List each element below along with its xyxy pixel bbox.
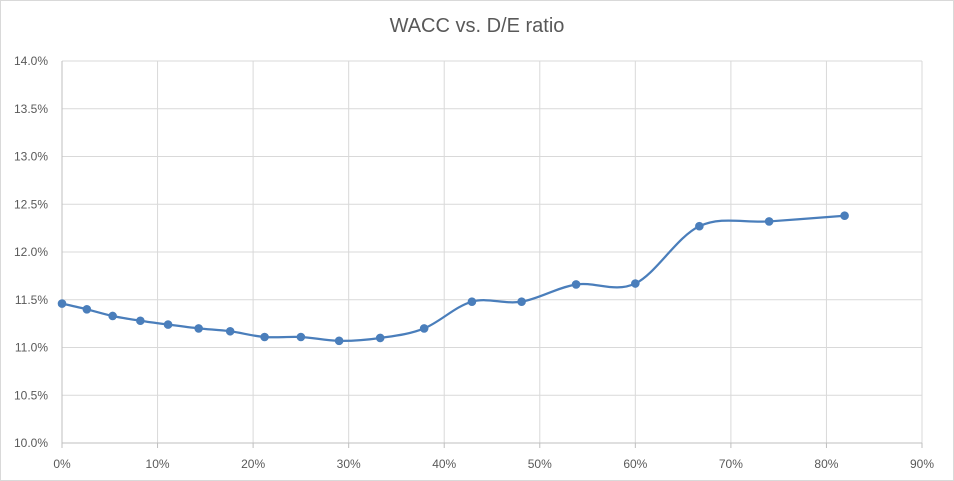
data-point: [163, 320, 173, 329]
x-tick-label: 90%: [910, 457, 934, 471]
x-tick-label: 80%: [814, 457, 838, 471]
data-point: [695, 221, 704, 231]
data-point: [631, 279, 640, 288]
tick-labels: 10.0% 10.5% 11.0% 11.5% 12.0% 12.5% 13.0% 13.5%…: [14, 54, 934, 471]
grid-lines: [62, 60, 923, 443]
data-point: [296, 332, 306, 342]
data-point: [764, 217, 774, 226]
x-tick-label: 0%: [53, 457, 71, 471]
data-point: [260, 332, 269, 342]
x-tick-label: 70%: [719, 457, 743, 471]
y-tick-label: 11.5%: [15, 293, 48, 307]
data-point: [571, 280, 581, 289]
x-tick-label: 60%: [623, 457, 647, 471]
chart-title: WACC vs. D/E ratio: [389, 15, 565, 37]
y-tick-label: 10.0%: [14, 436, 48, 450]
x-tick-label: 10%: [146, 457, 170, 471]
x-tick-label: 30%: [337, 457, 361, 471]
data-point: [375, 333, 385, 343]
data-point: [840, 211, 849, 221]
y-tick-label: 13.5%: [14, 102, 48, 116]
data-points: [57, 211, 849, 346]
y-tick-label: 10.5%: [14, 388, 48, 402]
x-tick-label: 40%: [432, 457, 456, 471]
data-point: [334, 336, 344, 346]
x-tick-label: 50%: [528, 457, 552, 471]
series-line: [61, 214, 845, 342]
data-point: [82, 305, 92, 314]
y-tick-label: 14.0%: [14, 54, 48, 68]
data-point: [108, 311, 117, 321]
data-point: [467, 297, 477, 306]
data-point: [57, 299, 67, 308]
y-tick-label: 11.0%: [15, 341, 48, 355]
data-point: [136, 316, 145, 326]
data-point: [517, 297, 526, 306]
y-tick-label: 13.0%: [14, 150, 48, 164]
x-tick-label: 20%: [241, 457, 265, 471]
y-tick-label: 12.0%: [14, 245, 48, 259]
axes: [61, 61, 923, 448]
data-point: [225, 326, 235, 336]
y-tick-label: 12.5%: [14, 197, 48, 211]
series-lines: [61, 214, 845, 342]
data-point: [194, 324, 203, 333]
data-point: [419, 324, 429, 333]
